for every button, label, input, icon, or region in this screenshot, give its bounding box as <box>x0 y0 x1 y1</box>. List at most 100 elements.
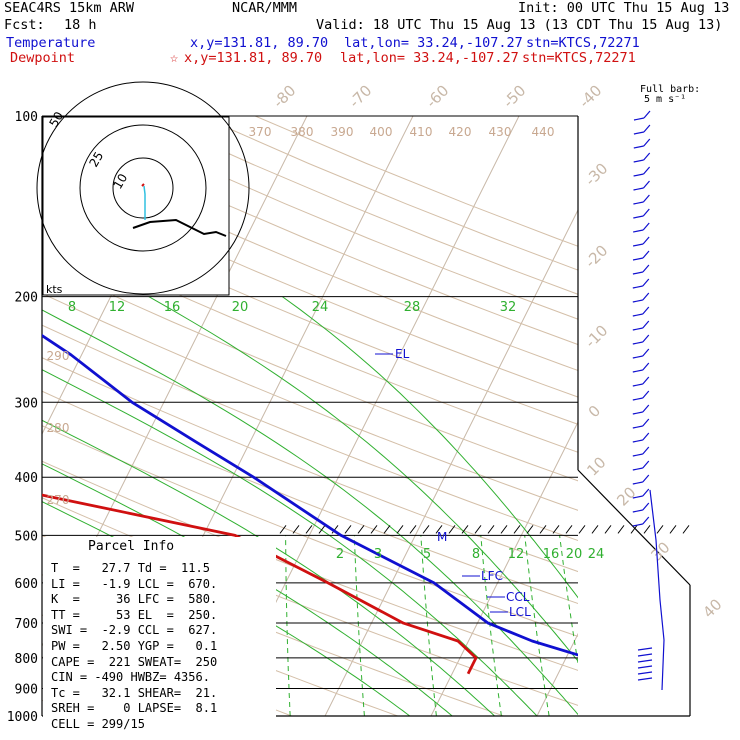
level-hatch-mark <box>422 525 430 534</box>
parcel-info-row: CIN = -490 HWBZ= 4356. <box>51 670 210 685</box>
wind-barb-flag <box>642 502 650 511</box>
theta-label: 430 <box>489 125 512 139</box>
wind-barb-flag <box>642 320 650 329</box>
hodograph-box <box>42 116 230 296</box>
temperature-station: stn=KTCS,72271 <box>526 35 640 51</box>
wind-barb-shaft <box>632 327 643 331</box>
parcel-info-row: CELL = 299/15 <box>51 717 145 731</box>
isotherm-label: -70 <box>345 81 375 111</box>
pressure-tick-label: 100 <box>15 110 38 125</box>
mixing-ratio-line <box>480 535 502 716</box>
level-hatch-mark <box>656 525 664 534</box>
wind-barb-shaft <box>632 453 643 457</box>
wind-barb-flag <box>643 110 651 119</box>
isotherm-line <box>430 420 578 716</box>
parcel-info-row: T = 27.7 Td = 11.5 <box>51 561 210 575</box>
level-hatch-mark <box>526 525 534 534</box>
isotherm-label: 20 <box>613 483 639 509</box>
wind-barb-flag <box>642 446 650 455</box>
wind-barb-flag <box>642 250 650 259</box>
hodograph-ring <box>36 81 250 295</box>
theta-label: 270 <box>47 493 70 507</box>
dry-adiabat-line <box>42 231 578 453</box>
wind-barb-flag <box>643 138 651 147</box>
wind-barb-flag <box>642 390 650 399</box>
dry-adiabat-line <box>42 574 398 716</box>
dry-adiabat-line <box>42 460 578 671</box>
theta-e-label: 12 <box>109 300 126 315</box>
mixing-ratio-label: 8 <box>472 547 480 562</box>
pressure-tick-label: 700 <box>15 617 38 632</box>
level-hatch-mark <box>513 525 521 534</box>
wind-barb-sfc <box>637 677 653 681</box>
theta-label: 290 <box>47 349 70 363</box>
parcel-info-row: PW = 2.50 YGP = 0.1 <box>51 639 218 653</box>
pressure-tick-label: 600 <box>15 577 38 592</box>
hodograph-ring-label: 50 <box>46 109 66 129</box>
parcel-info-row: SWI = -2.9 CCL = 627. <box>51 623 218 638</box>
mixing-ratio-label: 24 <box>588 547 605 562</box>
center-title: NCAR/MMM <box>232 0 298 16</box>
parcel-info-row: LI = -1.9 LCL = 670. <box>51 576 218 591</box>
wind-barb-flag <box>643 124 651 133</box>
wind-barb-shaft <box>632 355 643 359</box>
wind-barb-shaft <box>632 243 644 247</box>
hodograph-ring-label: 10 <box>110 171 130 191</box>
level-hatch-mark <box>383 525 391 534</box>
mixing-ratio-line <box>589 535 619 716</box>
level-hatch-mark <box>591 525 599 534</box>
parcel-info-row: SREH = 0 LAPSE= 8.1 <box>51 701 218 716</box>
wind-barb-sfc <box>637 665 653 669</box>
wind-barb-shaft <box>632 425 643 429</box>
level-hatch-mark <box>331 525 339 534</box>
dewpoint-star-icon: ☆ <box>170 50 179 66</box>
pressure-tick-label: 400 <box>15 471 38 486</box>
wind-barb-shaft <box>632 257 644 261</box>
wind-barb-shaft <box>633 173 644 177</box>
hodograph-trace-sfc <box>141 183 145 187</box>
dewpoint-station: stn=KTCS,72271 <box>522 50 636 66</box>
wind-barb-shaft <box>632 299 643 303</box>
isotherm-label: 0 <box>585 402 604 421</box>
isotherm-label: -10 <box>581 321 611 351</box>
parcel-info-row: K = 36 LFC = 580. <box>51 592 218 607</box>
isotherm-label: -60 <box>422 81 452 111</box>
hodograph-units-label: kts <box>46 283 63 296</box>
theta-e-label: 32 <box>500 300 517 315</box>
theta-label: 390 <box>331 125 354 139</box>
mixing-ratio-label: 20 <box>566 547 583 562</box>
wind-barb-shaft <box>632 523 643 527</box>
theta-e-label: 16 <box>164 300 181 315</box>
mixing-ratio-label: 16 <box>543 547 560 562</box>
level-hatch-mark <box>396 525 404 534</box>
isotherm-label: -20 <box>581 241 611 271</box>
hodograph-trace-upper <box>132 218 227 237</box>
mixing-ratio-line <box>524 535 550 716</box>
level-hatch-mark <box>643 525 651 534</box>
barb-key-line1: Full barb: <box>640 84 701 95</box>
theta-label: 400 <box>370 125 393 139</box>
level-hatch-mark <box>305 525 313 534</box>
wind-barb-flag <box>642 236 650 245</box>
level-hatch-mark <box>630 525 638 534</box>
wind-barb-shaft <box>633 159 644 163</box>
mixing-ratio-line <box>285 535 291 716</box>
dewpoint-legend-label: Dewpoint <box>10 50 76 66</box>
dry-adiabat-line <box>42 202 578 425</box>
parcel-level-label: M <box>437 530 447 544</box>
mixing-ratio-label: 12 <box>508 547 525 562</box>
wind-barb-flag <box>642 474 650 483</box>
level-hatch-mark <box>435 525 443 534</box>
dry-adiabat-line <box>42 324 578 542</box>
wind-barb-flag <box>642 460 650 469</box>
parcel-level-label: EL <box>395 347 410 361</box>
pressure-tick-label: 200 <box>15 291 38 306</box>
theta-label: 420 <box>449 125 472 139</box>
isotherm-line <box>536 632 578 716</box>
hodograph-trace-lower <box>143 185 146 220</box>
isotherm-label: -80 <box>269 81 299 111</box>
wind-barb-shaft <box>632 397 643 401</box>
isotherm-line <box>324 208 578 716</box>
mixing-ratio-label: 2 <box>336 547 344 562</box>
parcel-info-row: Tc = 32.1 SHEAR= 21. <box>51 685 218 700</box>
